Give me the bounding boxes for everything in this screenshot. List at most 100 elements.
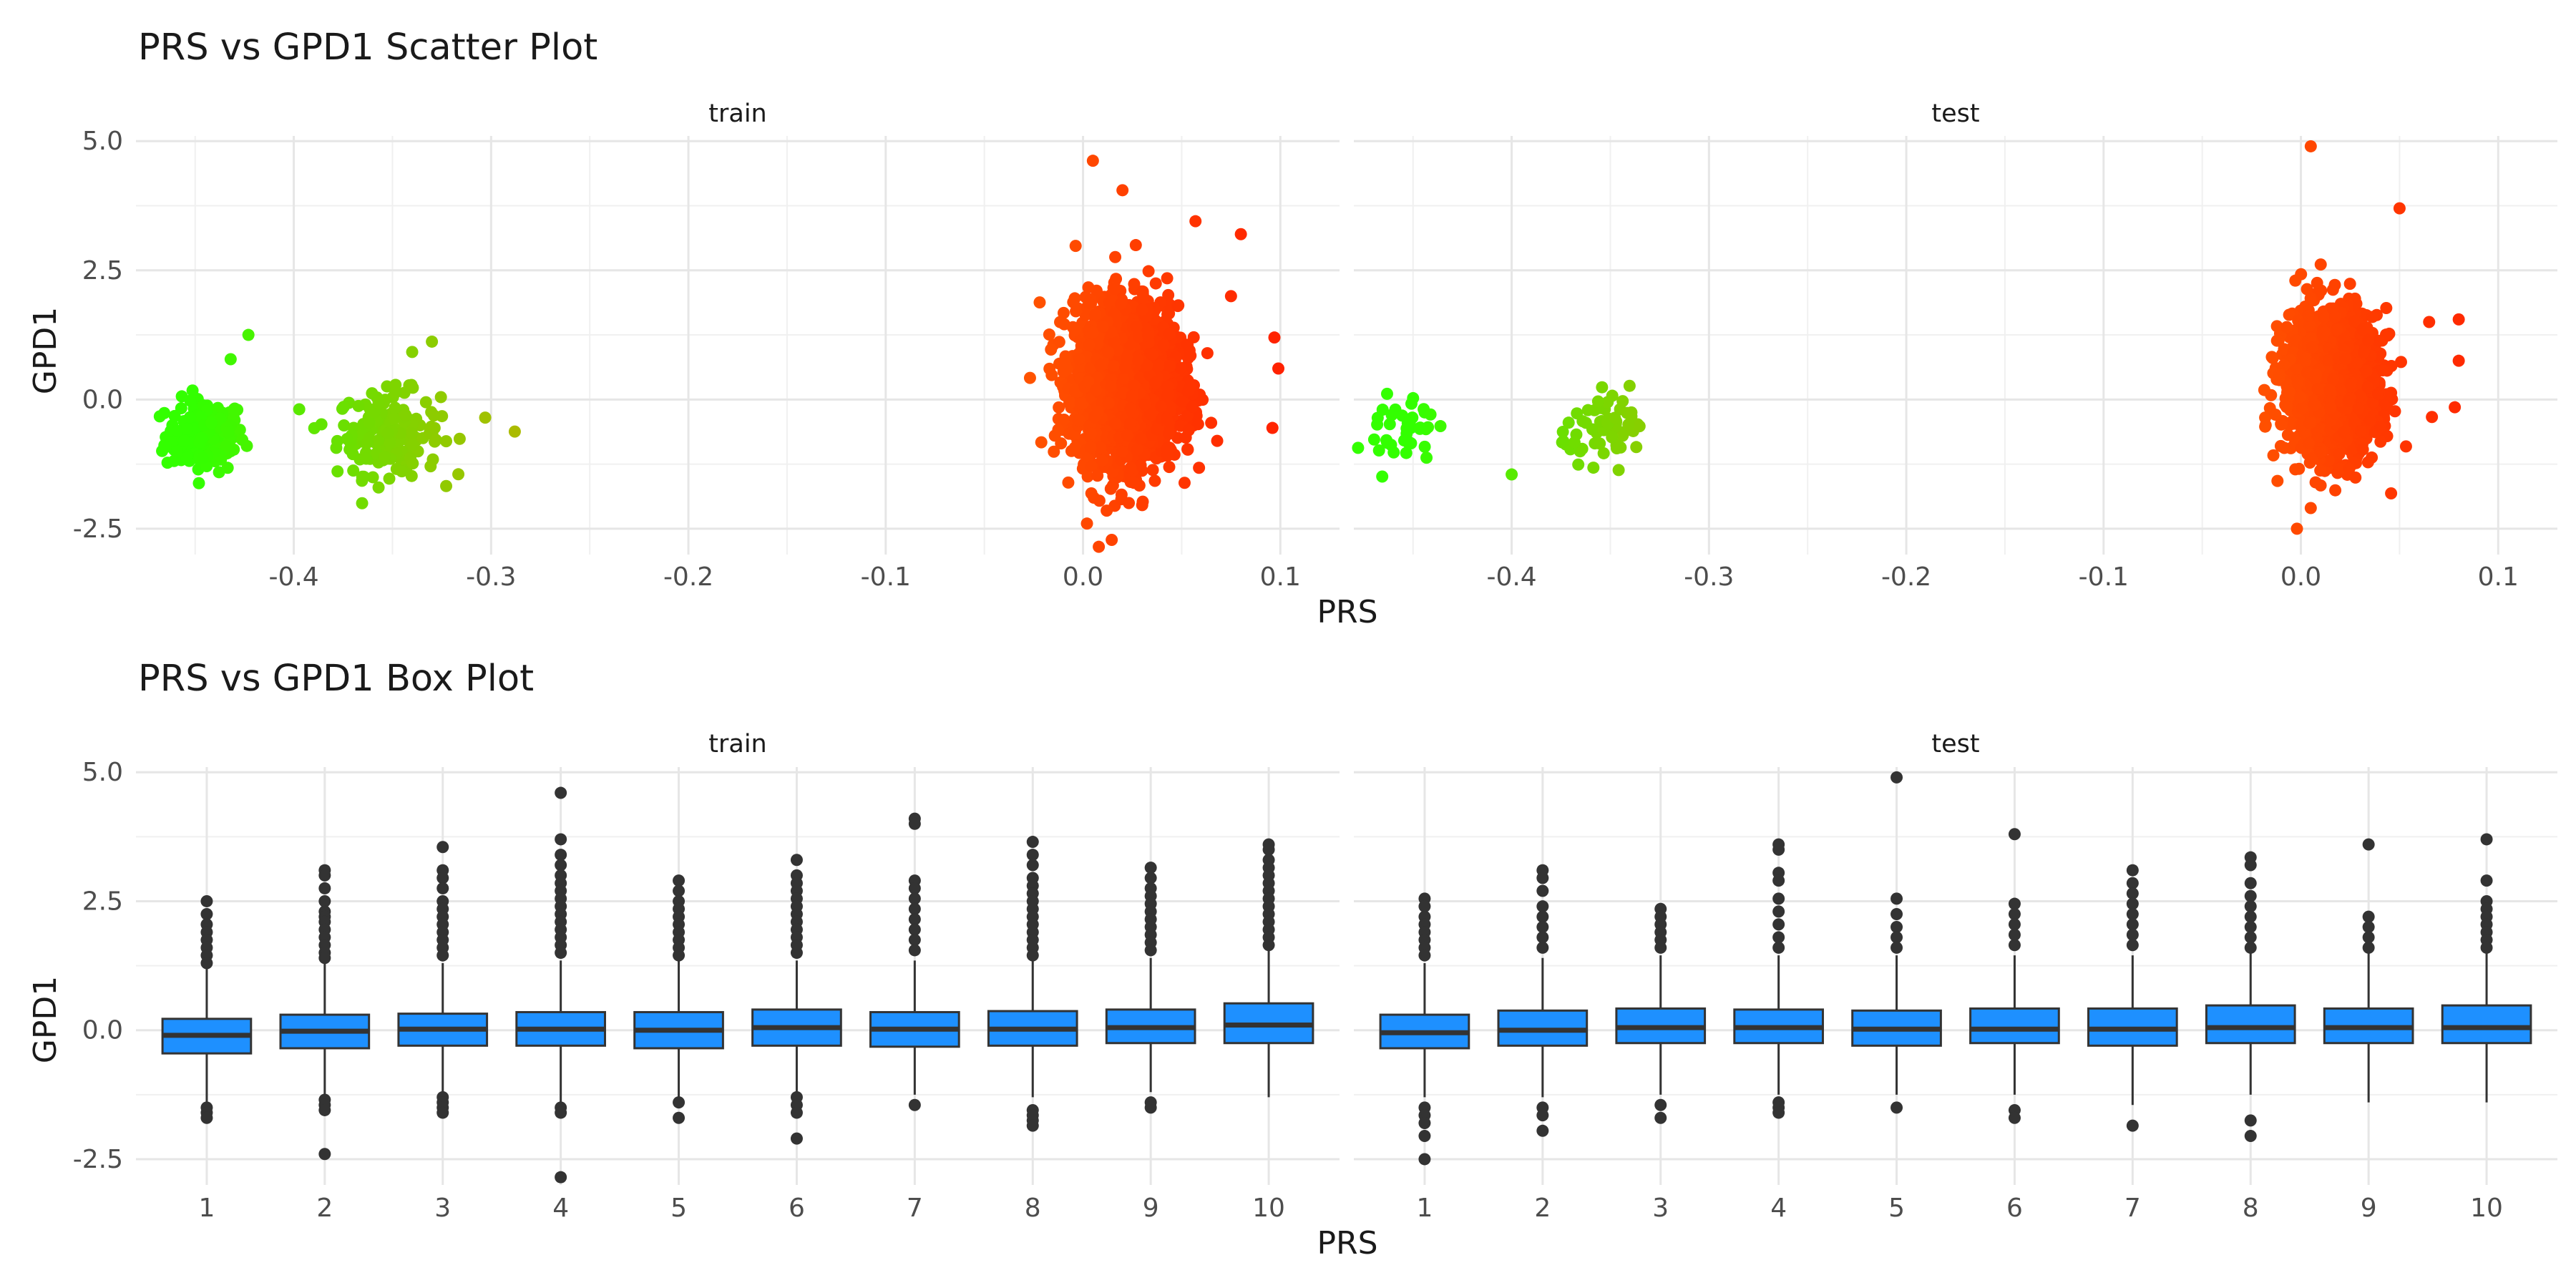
scatter-point: [2314, 464, 2327, 477]
box-outlier: [908, 1098, 921, 1111]
box-test-x-tick-label: 2: [1534, 1194, 1551, 1223]
scatter-point: [2278, 343, 2290, 356]
scatter-facet-label-test: test: [1931, 99, 1979, 128]
scatter-point: [2303, 319, 2316, 332]
box-train-group-6: [751, 854, 842, 1145]
scatter-point: [331, 465, 344, 478]
box-outlier: [790, 1106, 803, 1119]
scatter-point: [1116, 445, 1128, 458]
box-outlier: [555, 849, 567, 862]
scatter-point: [1128, 278, 1141, 291]
scatter-train-x-tick-label: -0.2: [663, 562, 713, 592]
scatter-test-x-tick-label: 0.0: [2280, 562, 2321, 592]
box-outlier: [1536, 900, 1549, 913]
scatter-point: [1045, 343, 1058, 356]
box-outlier: [555, 833, 567, 846]
scatter-point: [406, 346, 419, 358]
scatter-point: [1601, 396, 1614, 409]
scatter-point: [1371, 418, 1384, 431]
scatter-point: [352, 399, 365, 412]
box-outlier: [673, 874, 686, 887]
scatter-point: [2322, 454, 2335, 467]
scatter-point: [1625, 406, 1638, 419]
scatter-point: [440, 435, 453, 448]
box-train-x-tick-label: 9: [1143, 1194, 1159, 1223]
scatter-point: [1070, 305, 1083, 318]
box-outlier: [2126, 897, 2139, 910]
scatter-point: [1136, 499, 1148, 512]
box-outlier: [2126, 864, 2139, 877]
scatter-point: [168, 409, 181, 422]
scatter-point: [1058, 356, 1071, 369]
scatter-point: [2380, 302, 2393, 315]
scatter-point: [372, 481, 385, 494]
box-train-x-tick-label: 10: [1252, 1194, 1285, 1223]
box-outlier: [1890, 1101, 1903, 1114]
scatter-point: [1405, 397, 1418, 410]
scatter-point: [1104, 380, 1117, 393]
scatter-point: [1205, 416, 1218, 429]
scatter-y-tick-label: 5.0: [82, 127, 123, 156]
scatter-point: [1179, 431, 1192, 444]
scatter-point: [1088, 411, 1101, 424]
box-test-x-tick-label: 9: [2361, 1194, 2377, 1223]
scatter-train-x-tick-label: 0.0: [1063, 562, 1103, 592]
box-outlier: [1026, 859, 1039, 872]
box-x-ticks: 1 2 3 4 5 6 7 8 9 10 1 2 3 4 5 6 7 8 9 10: [198, 1194, 2502, 1223]
scatter-x-axis-label: PRS: [1317, 594, 1377, 630]
box-outlier: [2008, 939, 2021, 952]
box-train-group-4: [515, 786, 606, 1184]
scatter-point: [177, 434, 190, 447]
scatter-point: [2344, 378, 2357, 391]
box-train-x-tick-label: 1: [198, 1194, 215, 1223]
scatter-point: [2337, 426, 2350, 439]
box-outlier: [1144, 872, 1157, 884]
scatter-point: [389, 401, 401, 414]
scatter-point: [2317, 305, 2330, 318]
scatter-point: [1082, 281, 1095, 294]
scatter-point: [1149, 376, 1162, 389]
scatter-point: [222, 426, 235, 439]
scatter-point: [1616, 395, 1629, 408]
scatter-train-x-tick-label: -0.4: [268, 562, 318, 592]
box-train-x-tick-label: 5: [670, 1194, 687, 1223]
scatter-point: [1157, 338, 1170, 351]
scatter-point: [1556, 436, 1568, 449]
scatter-point: [1385, 409, 1398, 421]
scatter-point: [427, 409, 440, 422]
scatter-point: [2323, 384, 2336, 396]
scatter-point: [1224, 290, 1237, 303]
scatter-point: [1123, 497, 1136, 509]
scatter-point: [1069, 323, 1082, 336]
scatter-point: [356, 497, 369, 509]
scatter-y-tick-label: 2.5: [82, 256, 123, 286]
scatter-point: [1094, 441, 1107, 454]
box-train-boxes: [161, 786, 1314, 1184]
scatter-point: [1201, 347, 1214, 360]
scatter-point: [175, 390, 188, 403]
scatter-point: [1397, 434, 1410, 447]
box-outlier: [1536, 1124, 1549, 1137]
scatter-point: [419, 396, 432, 409]
scatter-y-tick-label: 0.0: [82, 385, 123, 414]
scatter-point: [372, 396, 385, 409]
scatter-point: [2275, 418, 2288, 431]
scatter-point: [1352, 441, 1365, 454]
box-outlier: [1890, 771, 1903, 784]
box-outlier: [1026, 949, 1039, 962]
box-outlier: [2008, 928, 2021, 941]
scatter-point: [1048, 429, 1061, 442]
scatter-point: [2357, 346, 2370, 358]
scatter-point: [1058, 318, 1070, 331]
scatter-point: [233, 424, 246, 436]
scatter-point: [1090, 384, 1103, 396]
box-train-x-tick-label: 2: [316, 1194, 333, 1223]
box-outlier: [2362, 931, 2375, 944]
box-outlier: [673, 1111, 686, 1124]
scatter-point: [2290, 522, 2303, 535]
box-outlier: [1890, 892, 1903, 905]
scatter-point: [205, 416, 218, 429]
scatter-point: [1094, 358, 1107, 371]
scatter-point: [2366, 311, 2379, 323]
